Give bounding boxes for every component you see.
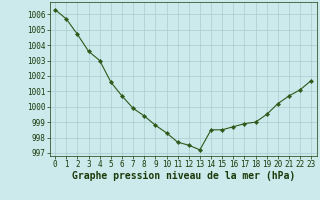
X-axis label: Graphe pression niveau de la mer (hPa): Graphe pression niveau de la mer (hPa) bbox=[72, 171, 295, 181]
